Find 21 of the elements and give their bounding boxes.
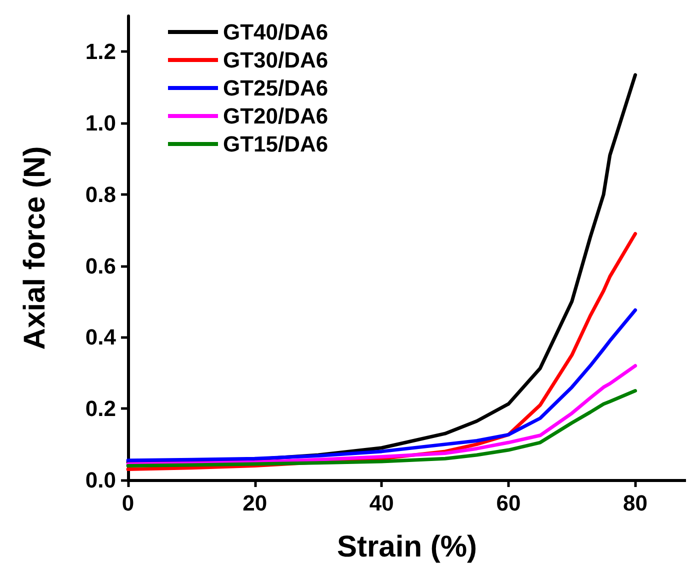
x-tick-label: 20 (242, 490, 268, 516)
y-tick-label: 0.4 (85, 324, 117, 350)
x-tick-label: 60 (496, 490, 521, 516)
legend-label: GT20/DA6 (223, 104, 328, 128)
legend-label: GT30/DA6 (223, 48, 328, 72)
y-tick-label: 1.2 (85, 39, 116, 64)
y-tick-label: 0.2 (85, 396, 116, 422)
y-tick-label: 0.8 (85, 182, 116, 207)
legend-label: GT40/DA6 (223, 20, 328, 44)
x-tick-label: 40 (369, 490, 394, 516)
line-series (126, 389, 638, 468)
x-tick-label: 80 (623, 490, 648, 516)
x-axis-title: Strain (%) (336, 530, 478, 564)
y-tick-label: 0.0 (85, 468, 116, 492)
y-tick-label: 0.6 (85, 253, 116, 278)
y-tick-label: 1.0 (85, 110, 116, 136)
y-axis-title: Axial force (N) (18, 146, 52, 350)
legend-label: GT25/DA6 (223, 76, 328, 100)
legend-label: GT15/DA6 (223, 132, 328, 156)
x-tick-label: 0 (122, 490, 134, 516)
line-series (126, 308, 638, 462)
